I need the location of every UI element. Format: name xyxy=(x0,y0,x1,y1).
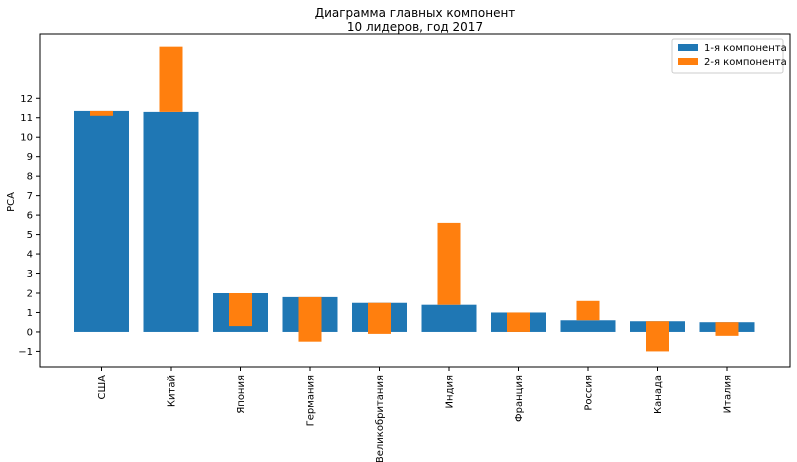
bar-series-2 xyxy=(368,302,391,334)
chart-title: Диаграмма главных компонент xyxy=(315,6,516,20)
x-tick-label: Китай xyxy=(167,375,178,407)
x-tick-label: Индия xyxy=(445,375,456,408)
x-tick-label: Франция xyxy=(514,375,525,422)
plot-area xyxy=(39,33,791,368)
y-tick-label: 12 xyxy=(20,94,33,105)
x-tick-label: Германия xyxy=(306,375,317,426)
bar-series-2 xyxy=(437,222,461,305)
y-axis-label: PCA xyxy=(6,192,17,212)
x-tick-label: США xyxy=(97,375,108,400)
y-tick-label: 8 xyxy=(27,172,33,183)
y-tick-label: 0 xyxy=(27,327,33,338)
y-tick-label: 4 xyxy=(27,250,33,261)
bar-series-2 xyxy=(646,321,669,352)
y-tick-label: 3 xyxy=(27,269,33,280)
y-tick-label: 5 xyxy=(27,230,33,241)
y-tick-label: 7 xyxy=(27,191,33,202)
x-tick-label: Великобритания xyxy=(375,375,386,462)
y-tick-label: 9 xyxy=(27,152,33,163)
y-tick-label: 11 xyxy=(20,113,33,124)
legend-swatch-series-2 xyxy=(678,58,698,65)
x-tick-label: Канада xyxy=(653,375,664,414)
bar-series-1 xyxy=(74,110,129,332)
legend-box xyxy=(671,38,784,74)
chart-subtitle: 10 лидеров, год 2017 xyxy=(347,20,483,34)
y-tick-label: 6 xyxy=(27,211,33,222)
x-tick-label: Япония xyxy=(236,375,247,414)
bar-series-2 xyxy=(576,300,600,321)
legend-swatch-series-1 xyxy=(678,44,698,51)
bar-series-1 xyxy=(143,111,199,332)
bar-series-2 xyxy=(507,312,530,332)
legend-label-series-1: 1-я компонента xyxy=(704,43,787,54)
bar-series-2 xyxy=(229,293,252,327)
bar-series-2 xyxy=(159,46,183,112)
bar-series-1 xyxy=(560,320,616,332)
y-tick-label: 2 xyxy=(27,289,33,300)
series-2-bars xyxy=(90,46,739,352)
bar-series-2 xyxy=(298,296,322,342)
x-tick-label: Италия xyxy=(723,375,734,413)
y-tick-label: 10 xyxy=(20,133,33,144)
plot-frame-border xyxy=(39,33,791,368)
bar-series-2 xyxy=(90,110,113,116)
x-axis: США Китай Япония Германия Великобритания Инди… xyxy=(97,367,734,462)
y-tick-label: 1 xyxy=(27,308,33,319)
legend-label-series-2: 2-я компонента xyxy=(704,57,787,68)
bar-series-2 xyxy=(715,322,739,336)
bar-series-1 xyxy=(421,304,477,332)
legend: 1-я компонента 2-я компонента xyxy=(671,38,787,74)
x-tick-label: Россия xyxy=(584,375,595,411)
y-tick-label: −1 xyxy=(18,347,33,358)
